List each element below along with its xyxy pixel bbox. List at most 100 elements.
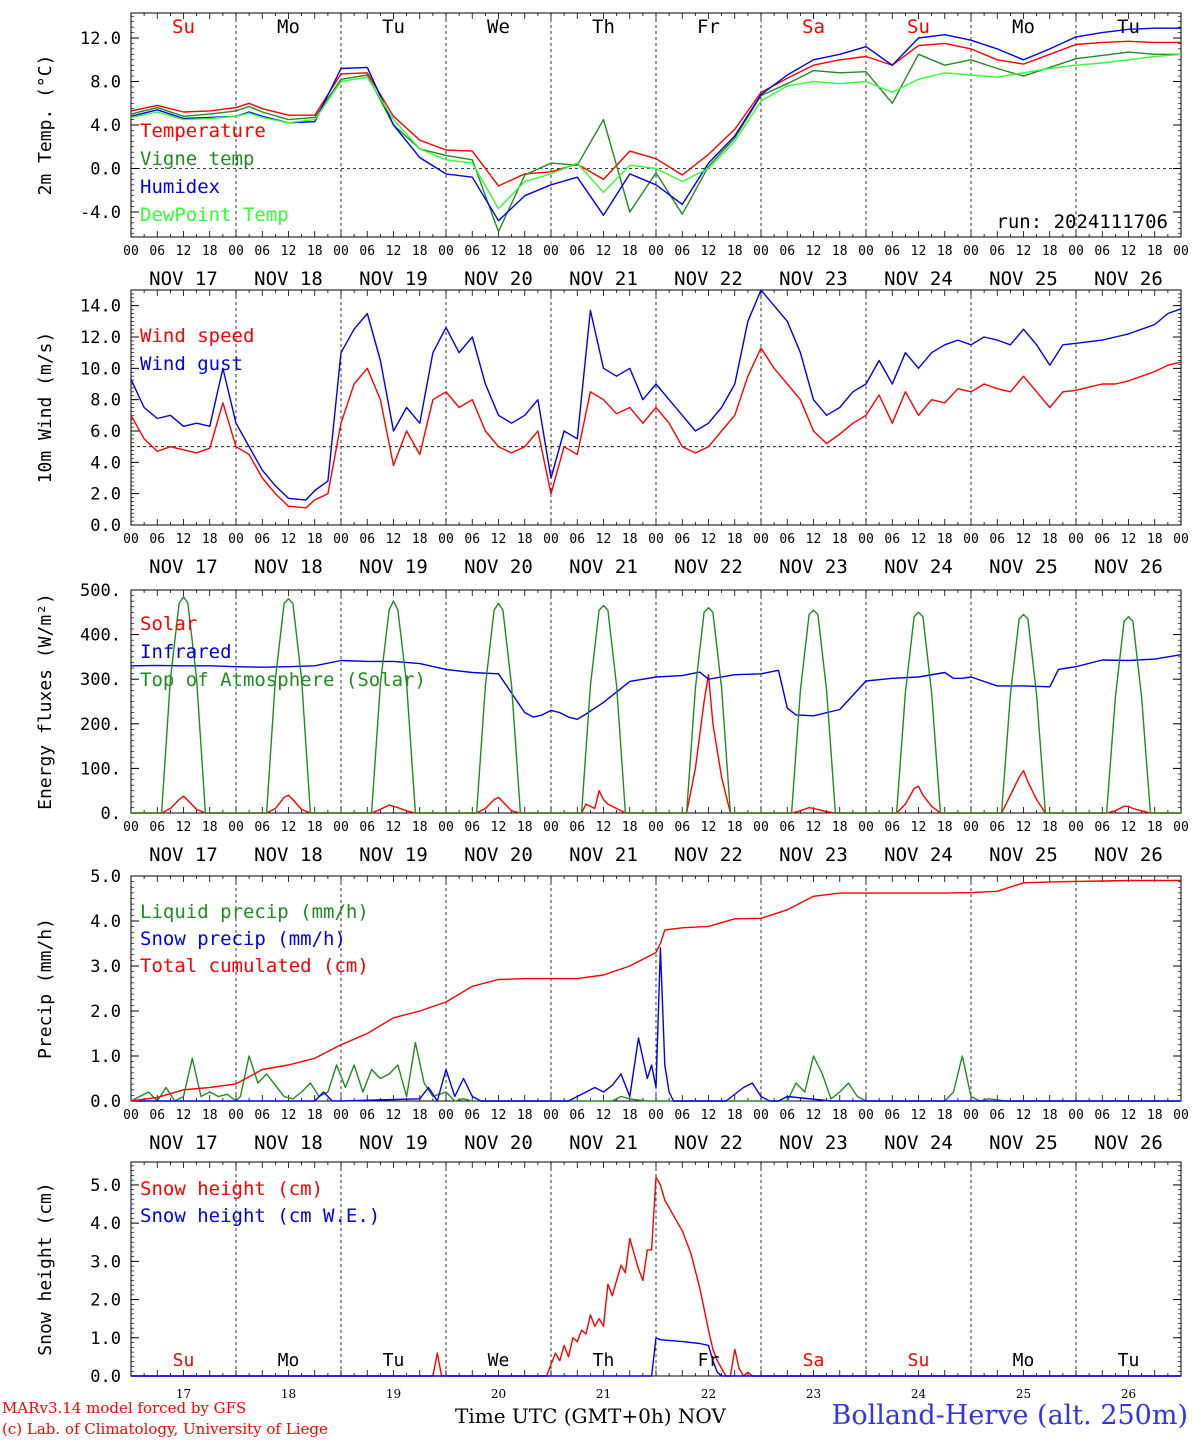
hour-tick-label: 12 bbox=[596, 820, 612, 835]
hour-tick-label: 18 bbox=[832, 244, 848, 259]
hour-tick-label: 00 bbox=[1173, 532, 1189, 547]
date-label: NOV 25 bbox=[989, 268, 1058, 290]
hour-tick-label: 18 bbox=[1042, 820, 1058, 835]
y-tick-label: 12.0 bbox=[80, 328, 121, 348]
series-line bbox=[130, 51, 1181, 233]
hour-tick-label: 12 bbox=[386, 1108, 402, 1123]
hour-tick-label: 12 bbox=[806, 244, 822, 259]
hour-tick-label: 18 bbox=[937, 1108, 953, 1123]
legend-entry: Snow height (cm W.E.) bbox=[140, 1205, 380, 1227]
hour-tick-label: 06 bbox=[989, 532, 1005, 547]
day-number: 23 bbox=[806, 1387, 821, 1401]
hour-tick-label: 06 bbox=[884, 244, 900, 259]
y-tick-label: 1.0 bbox=[90, 1329, 121, 1349]
y-tick-label: 4.0 bbox=[90, 1214, 121, 1234]
hour-tick-label: 18 bbox=[937, 244, 953, 259]
y-tick-label: 0.0 bbox=[90, 159, 121, 179]
hour-tick-label: 00 bbox=[648, 244, 664, 259]
hour-tick-label: 12 bbox=[701, 532, 717, 547]
hour-tick-label: 06 bbox=[989, 1108, 1005, 1123]
day-label: Tu bbox=[382, 16, 405, 38]
day-label: Mo bbox=[1013, 1350, 1035, 1371]
hour-tick-label: 00 bbox=[123, 532, 139, 547]
hour-tick-label: 06 bbox=[464, 820, 480, 835]
hour-tick-label: 12 bbox=[386, 532, 402, 547]
hour-tick-label: 12 bbox=[491, 1108, 507, 1123]
date-label: NOV 24 bbox=[884, 1132, 953, 1154]
hour-tick-label: 12 bbox=[806, 1108, 822, 1123]
date-label: NOV 25 bbox=[989, 844, 1058, 866]
hour-tick-label: 12 bbox=[596, 532, 612, 547]
y-tick-label: 8.0 bbox=[90, 391, 121, 411]
hour-tick-label: 00 bbox=[858, 532, 874, 547]
date-label: NOV 18 bbox=[254, 268, 323, 290]
date-label: NOV 25 bbox=[989, 1132, 1058, 1154]
hour-tick-label: 06 bbox=[254, 244, 270, 259]
hour-tick-label: 18 bbox=[1042, 1108, 1058, 1123]
day-number: 24 bbox=[911, 1387, 927, 1401]
date-label: NOV 23 bbox=[779, 1132, 848, 1154]
date-label: NOV 24 bbox=[884, 556, 953, 578]
hour-tick-label: 06 bbox=[674, 820, 690, 835]
hour-tick-label: 18 bbox=[202, 244, 218, 259]
hour-tick-label: 12 bbox=[701, 820, 717, 835]
hour-tick-label: 18 bbox=[412, 820, 428, 835]
day-number: 21 bbox=[596, 1387, 611, 1401]
hour-tick-label: 06 bbox=[359, 1108, 375, 1123]
hour-tick-label: 12 bbox=[491, 532, 507, 547]
hour-tick-label: 18 bbox=[412, 244, 428, 259]
hour-tick-label: 06 bbox=[674, 244, 690, 259]
day-number: 19 bbox=[386, 1387, 401, 1401]
hour-tick-label: 18 bbox=[832, 820, 848, 835]
hour-tick-label: 06 bbox=[674, 1108, 690, 1123]
y-tick-label: 200. bbox=[80, 715, 121, 735]
hour-tick-label: 00 bbox=[333, 532, 349, 547]
hour-tick-label: 06 bbox=[779, 820, 795, 835]
hour-tick-label: 00 bbox=[753, 1108, 769, 1123]
hour-tick-label: 06 bbox=[569, 244, 585, 259]
hour-tick-label: 12 bbox=[176, 244, 192, 259]
hour-tick-label: 18 bbox=[1147, 244, 1163, 259]
y-tick-label: 4.0 bbox=[90, 453, 121, 473]
hour-tick-label: 06 bbox=[359, 244, 375, 259]
hour-tick-label: 18 bbox=[622, 532, 638, 547]
hour-tick-label: 18 bbox=[202, 820, 218, 835]
hour-tick-label: 18 bbox=[727, 532, 743, 547]
series-line bbox=[130, 1041, 1181, 1102]
legend-entry: Solar bbox=[140, 613, 197, 635]
date-label: NOV 26 bbox=[1094, 1132, 1163, 1154]
hour-tick-label: 00 bbox=[123, 820, 139, 835]
day-label: Su bbox=[173, 1350, 195, 1371]
hour-tick-label: 18 bbox=[517, 244, 533, 259]
date-label: NOV 24 bbox=[884, 844, 953, 866]
hour-tick-label: 12 bbox=[1121, 1108, 1137, 1123]
y-tick-label: 3.0 bbox=[90, 1252, 121, 1272]
y-axis-title: 10m Wind (m/s) bbox=[35, 332, 56, 484]
hour-tick-label: 06 bbox=[569, 1108, 585, 1123]
hour-tick-label: 12 bbox=[1016, 532, 1032, 547]
day-label: Th bbox=[593, 1350, 615, 1371]
hour-tick-label: 12 bbox=[911, 1108, 927, 1123]
day-label: Su bbox=[172, 16, 195, 38]
hour-tick-label: 18 bbox=[202, 1108, 218, 1123]
hour-tick-label: 12 bbox=[806, 532, 822, 547]
date-label: NOV 18 bbox=[254, 844, 323, 866]
hour-tick-label: 00 bbox=[1173, 244, 1189, 259]
hour-tick-label: 12 bbox=[491, 244, 507, 259]
hour-tick-label: 00 bbox=[1173, 1108, 1189, 1123]
hour-tick-label: 06 bbox=[989, 820, 1005, 835]
day-label: Fr bbox=[698, 1350, 720, 1371]
legend-entry: Wind gust bbox=[140, 353, 243, 375]
hour-tick-label: 06 bbox=[464, 1108, 480, 1123]
hour-tick-label: 00 bbox=[123, 1108, 139, 1123]
hour-tick-label: 12 bbox=[596, 244, 612, 259]
y-axis-title: Precip (mm/h) bbox=[35, 918, 56, 1059]
hour-tick-label: 12 bbox=[701, 1108, 717, 1123]
hour-tick-label: 18 bbox=[832, 532, 848, 547]
station-name: Bolland-Herve (alt. 250m) bbox=[831, 1400, 1188, 1431]
plot-frame-2 bbox=[130, 589, 1182, 814]
hour-tick-label: 18 bbox=[622, 820, 638, 835]
legend-entry: Liquid precip (mm/h) bbox=[140, 901, 369, 923]
hour-tick-label: 06 bbox=[884, 820, 900, 835]
hour-tick-label: 06 bbox=[464, 532, 480, 547]
